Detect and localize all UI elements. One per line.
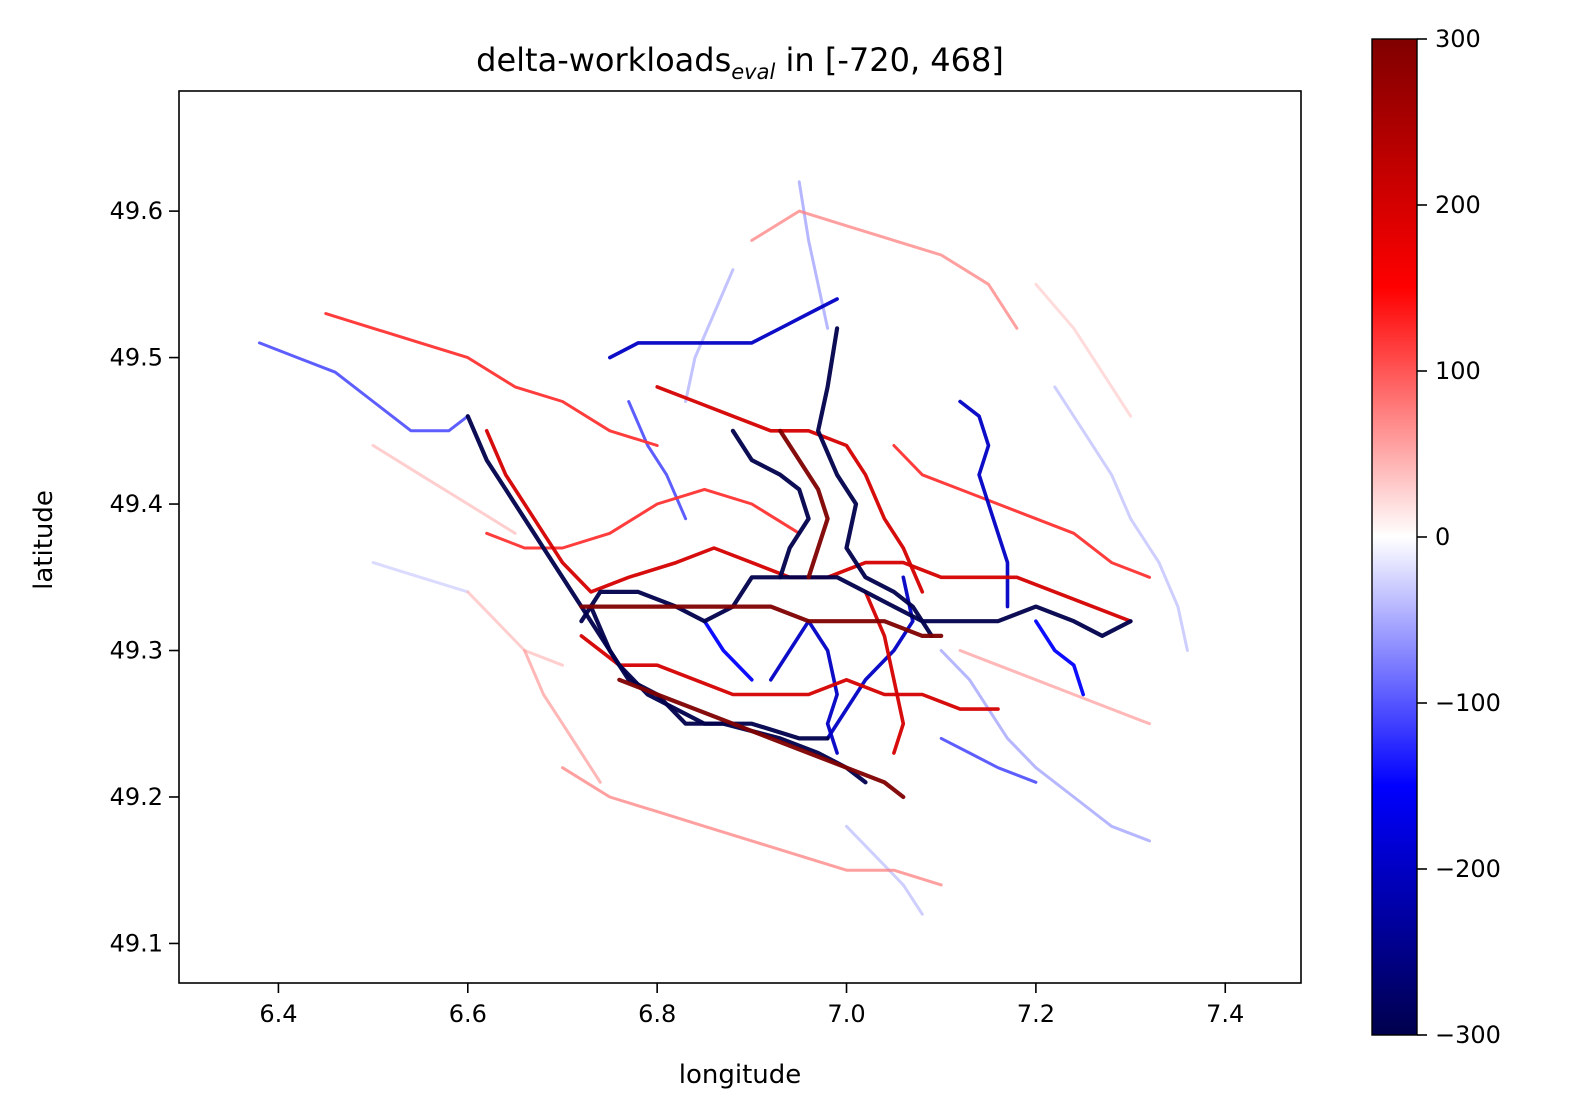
road-segment	[778, 428, 830, 580]
road-segment	[750, 209, 1019, 330]
x-axis-label: longitude	[679, 1060, 802, 1090]
road-segment	[1053, 385, 1189, 652]
road-segment	[684, 268, 735, 403]
road-segment	[371, 561, 470, 594]
colorbar	[1371, 38, 1418, 1036]
y-tick-label: 49.4	[110, 490, 163, 518]
road-segment	[702, 619, 754, 682]
y-tick-label: 49.6	[110, 197, 163, 225]
x-axis-ticks: 6.4 6.6 6.8 7.0 7.2 7.4	[259, 983, 1244, 1028]
road-segment	[730, 428, 811, 580]
road-segment	[324, 312, 659, 447]
road-segment	[484, 429, 1133, 623]
road-segment	[958, 399, 1010, 609]
road-segment	[485, 487, 801, 550]
road-segment	[258, 341, 470, 433]
plot-area-frame	[178, 90, 1302, 984]
x-tick-label: 7.4	[1206, 1000, 1244, 1028]
road-segment	[617, 677, 906, 800]
road-network-layer	[258, 180, 1189, 916]
x-tick-label: 6.6	[449, 1000, 487, 1028]
road-segment	[371, 444, 517, 535]
y-tick-label: 49.1	[110, 929, 163, 957]
y-tick-label: 49.3	[110, 637, 163, 665]
road-segment	[561, 766, 943, 887]
road-segment	[939, 649, 1151, 843]
x-tick-label: 7.0	[827, 1000, 865, 1028]
road-segment	[579, 634, 1000, 711]
colorbar-tick-label: −100	[1435, 689, 1501, 717]
road-segment	[816, 326, 934, 638]
x-tick-label: 6.4	[259, 1000, 297, 1028]
plot-area-background	[179, 91, 1301, 983]
road-segment	[608, 297, 839, 360]
road-segment	[769, 619, 839, 755]
x-tick-label: 6.8	[638, 1000, 676, 1028]
y-tick-label: 49.2	[110, 783, 163, 811]
colorbar-tick-label: −200	[1435, 855, 1501, 883]
road-segment	[958, 649, 1151, 726]
y-axis-label: latitude	[29, 490, 59, 590]
colorbar-tick-label: 100	[1435, 357, 1481, 385]
x-tick-label: 7.2	[1017, 1000, 1055, 1028]
road-segment	[466, 590, 564, 667]
colorbar-ticks: −300 −200 −100 0 100 200 300	[1417, 25, 1501, 1049]
road-segment	[523, 649, 602, 784]
colorbar-tick-label: 300	[1435, 25, 1481, 53]
colorbar-tick-label: 200	[1435, 191, 1481, 219]
colorbar-tick-label: 0	[1435, 523, 1450, 551]
y-axis-ticks: 49.1 49.2 49.3 49.4 49.5 49.6	[110, 197, 179, 957]
road-segment	[579, 604, 944, 638]
road-segment	[1034, 282, 1133, 418]
y-tick-label: 49.5	[110, 344, 163, 372]
colorbar-tick-label: −300	[1435, 1021, 1501, 1049]
road-segment	[892, 444, 1151, 579]
road-segment	[579, 575, 1133, 638]
chart-title: delta-workloadseval in [-720, 468]	[476, 41, 1004, 84]
road-segment	[1034, 619, 1085, 697]
road-segment	[655, 385, 925, 594]
road-segment	[939, 736, 1038, 784]
